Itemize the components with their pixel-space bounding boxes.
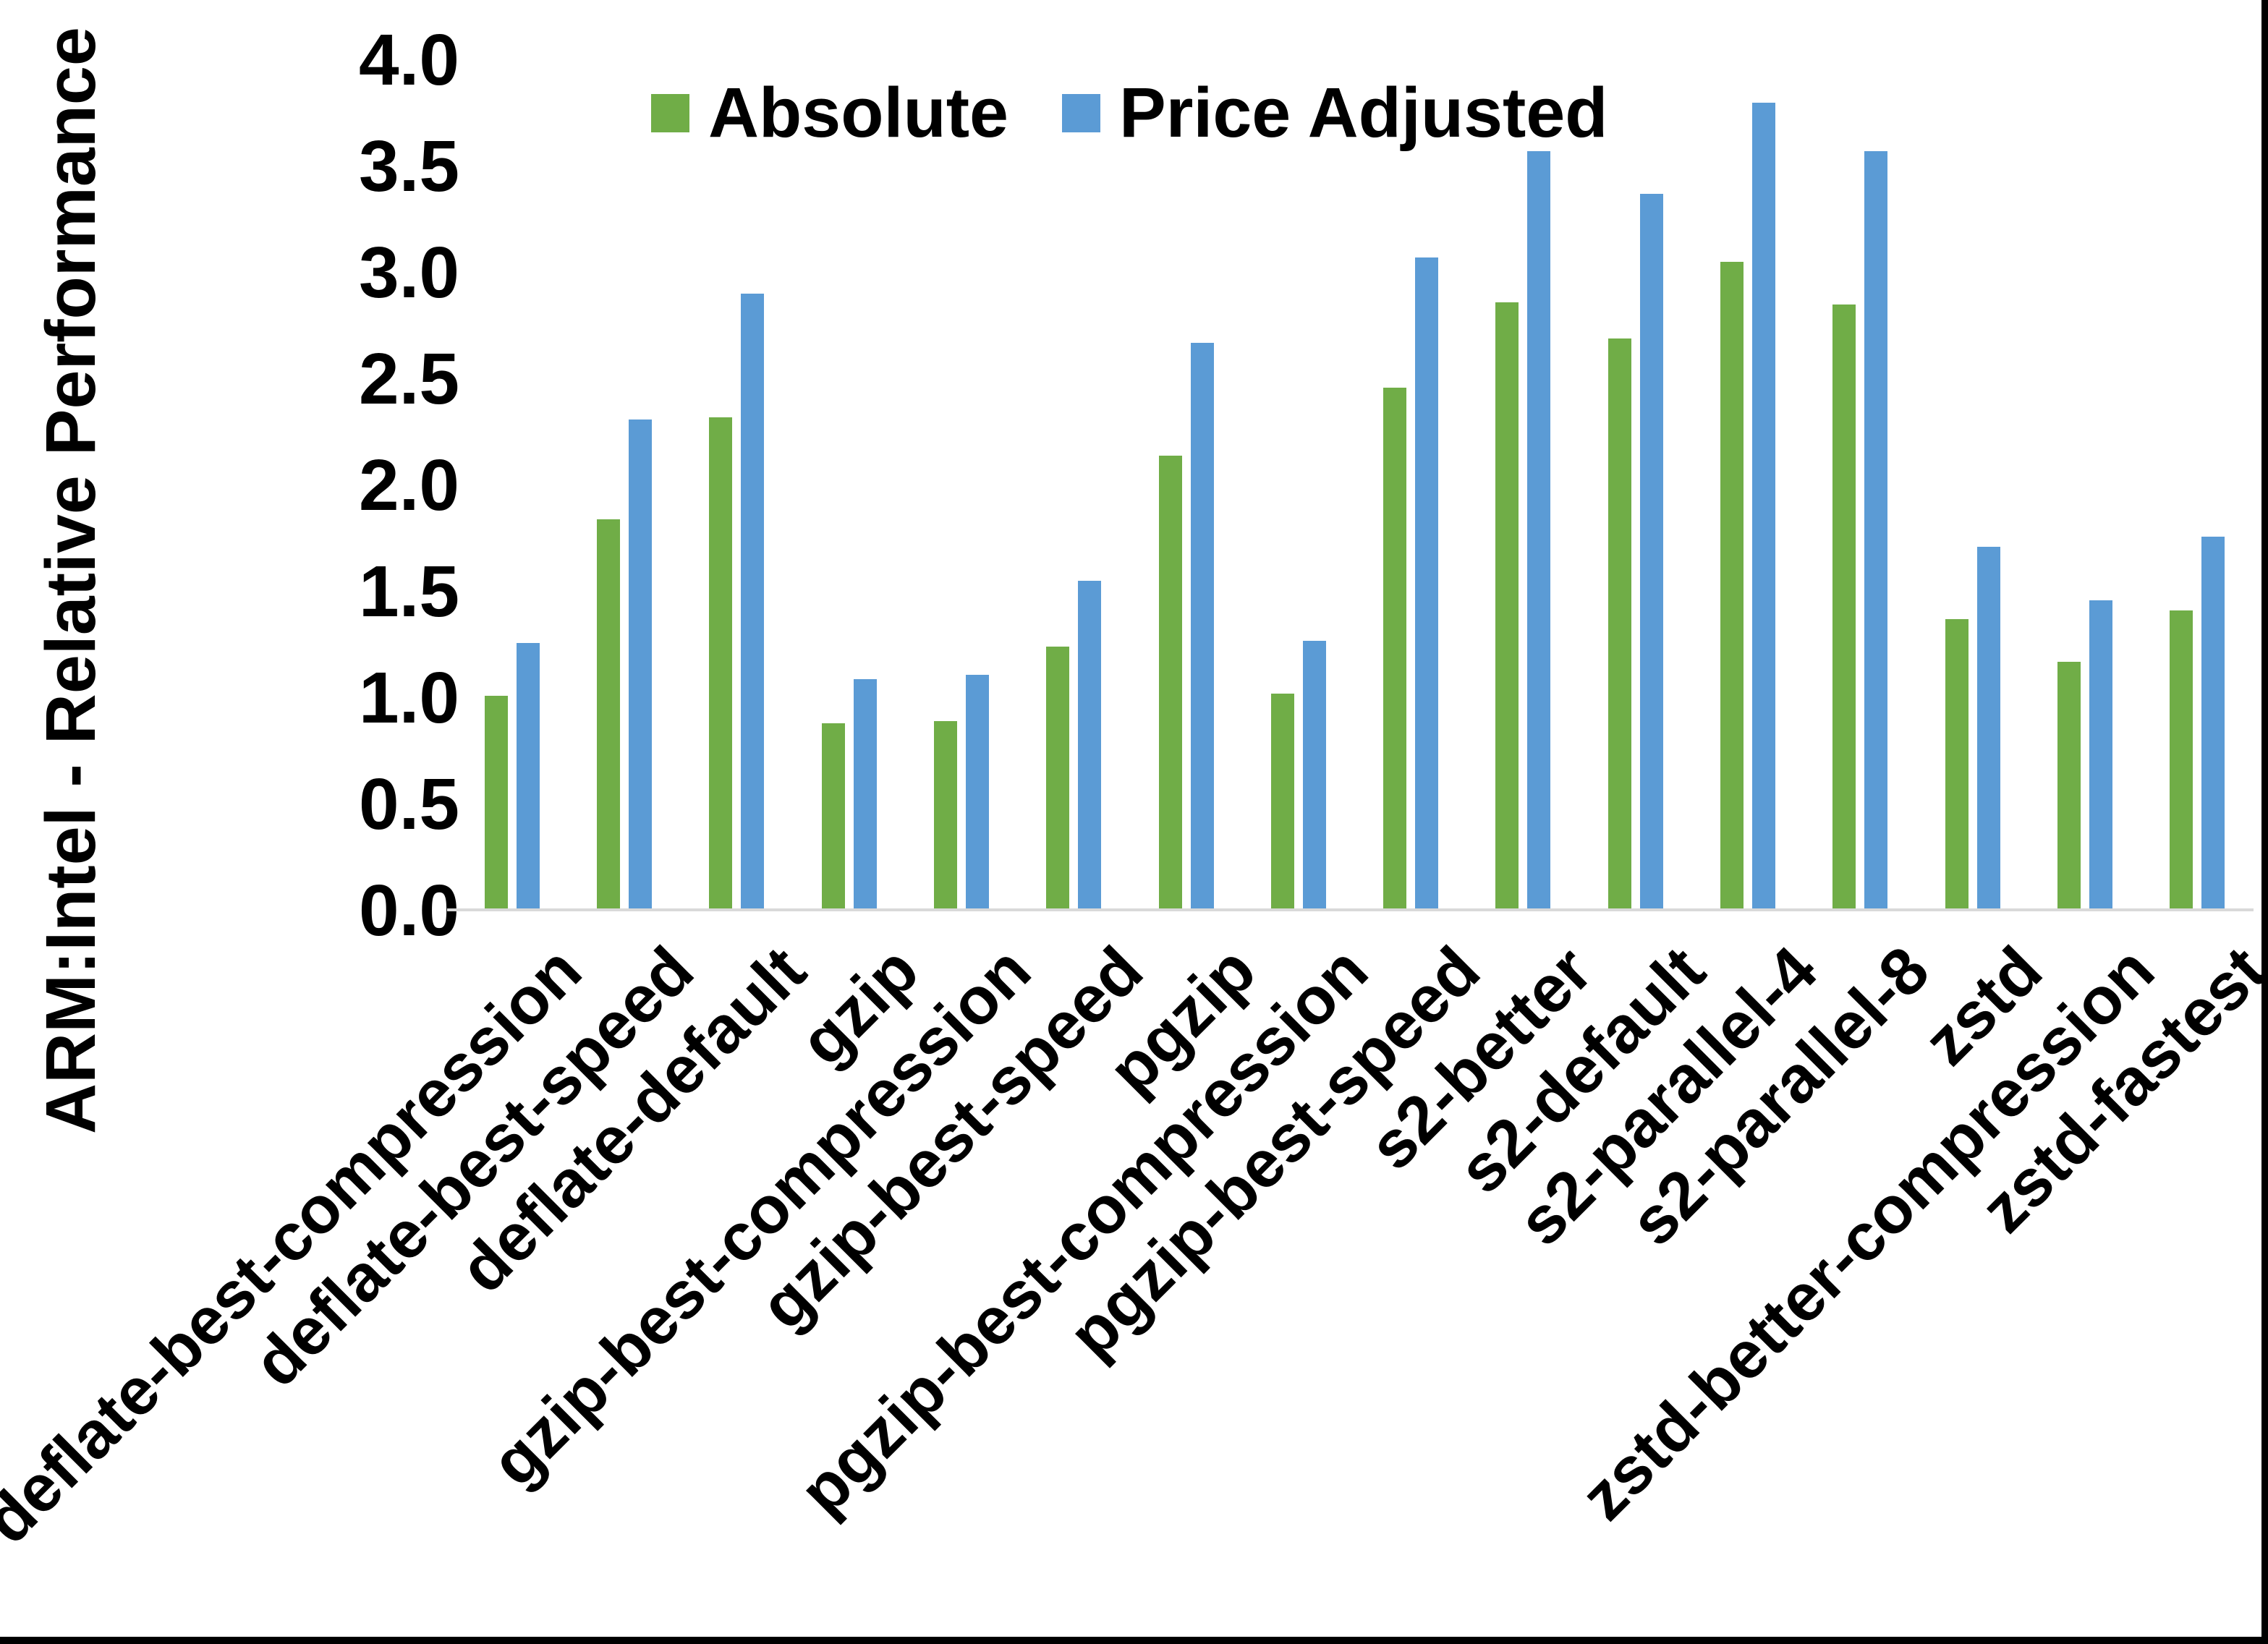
y-axis-title: ARM:Intel - Relative Performance <box>31 27 110 1134</box>
bar-price-adjusted-zstd <box>1977 547 2000 911</box>
bar-absolute-s2-parallel-8 <box>1832 304 1856 911</box>
bar-absolute-zstd <box>1945 619 1968 911</box>
bar-price-adjusted-gzip <box>854 679 877 911</box>
bar-absolute-pgzip-best-speed <box>1383 388 1406 911</box>
y-tick-label-1.0: 1.0 <box>358 657 459 738</box>
bar-absolute-deflate-best-speed <box>597 519 620 911</box>
y-tick-label-4.0: 4.0 <box>358 20 459 101</box>
y-tick-label-1.5: 1.5 <box>358 551 459 632</box>
y-tick-label-3.5: 3.5 <box>358 126 459 207</box>
bar-price-adjusted-pgzip <box>1191 343 1214 911</box>
bar-absolute-gzip-best-compression <box>934 721 957 911</box>
bar-price-adjusted-s2-better <box>1527 151 1550 911</box>
bar-price-adjusted-zstd-better-compression <box>2089 600 2112 911</box>
bar-price-adjusted-deflate-best-speed <box>629 419 652 911</box>
bar-absolute-deflate-default <box>709 417 732 911</box>
bar-absolute-gzip-best-speed <box>1046 647 1069 911</box>
bar-price-adjusted-pgzip-best-speed <box>1415 257 1438 911</box>
x-axis-line <box>447 908 2254 911</box>
bar-price-adjusted-deflate-default <box>741 294 764 911</box>
bar-price-adjusted-pgzip-best-compression <box>1303 641 1326 911</box>
bar-absolute-zstd-fastest <box>2170 610 2193 911</box>
legend-swatch-price-adjusted <box>1061 93 1100 132</box>
legend-label-absolute: Absolute <box>708 73 1008 152</box>
bar-absolute-gzip <box>822 723 845 911</box>
legend-entry-price-adjusted: Price Adjusted <box>1061 72 1608 153</box>
screenshot-border-bottom <box>0 1637 2268 1644</box>
legend-entry-absolute: Absolute <box>651 72 1008 153</box>
bar-absolute-s2-parallel-4 <box>1720 262 1744 911</box>
legend-swatch-absolute <box>651 93 689 132</box>
bar-absolute-pgzip-best-compression <box>1271 694 1294 911</box>
bar-absolute-pgzip <box>1159 456 1182 911</box>
y-tick-label-2.0: 2.0 <box>358 445 459 526</box>
bar-absolute-s2-default <box>1608 338 1631 911</box>
bar-price-adjusted-deflate-best-compression <box>517 643 540 911</box>
bar-price-adjusted-gzip-best-speed <box>1078 581 1101 911</box>
y-tick-label-0.0: 0.0 <box>358 870 459 951</box>
bar-price-adjusted-gzip-best-compression <box>966 675 989 911</box>
y-tick-label-0.5: 0.5 <box>358 764 459 845</box>
screenshot-border-right <box>2261 0 2268 1644</box>
bar-price-adjusted-zstd-fastest <box>2201 537 2225 911</box>
y-tick-label-3.0: 3.0 <box>358 232 459 313</box>
bar-price-adjusted-s2-default <box>1640 194 1663 911</box>
legend-label-price-adjusted: Price Adjusted <box>1118 73 1608 152</box>
bar-price-adjusted-s2-parallel-8 <box>1864 151 1887 911</box>
bar-price-adjusted-s2-parallel-4 <box>1752 103 1775 911</box>
bar-absolute-s2-better <box>1495 302 1519 911</box>
y-tick-label-2.5: 2.5 <box>358 338 459 419</box>
legend: Absolute Price Adjusted <box>651 72 1608 153</box>
bar-absolute-zstd-better-compression <box>2057 662 2081 911</box>
bar-absolute-deflate-best-compression <box>485 696 508 911</box>
